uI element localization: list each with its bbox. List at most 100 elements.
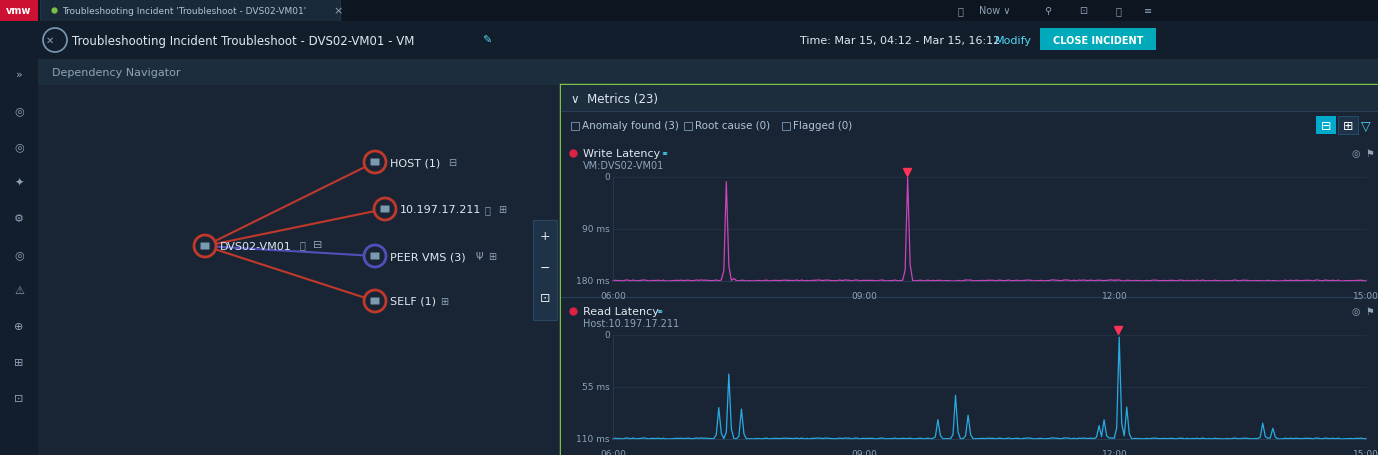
Text: Troubleshooting Incident 'Troubleshoot - DVS02-VM01': Troubleshooting Incident 'Troubleshoot -…	[62, 6, 306, 15]
Text: ⊟: ⊟	[448, 157, 456, 167]
Text: ⚙: ⚙	[14, 213, 23, 223]
Text: PEER VMS (3): PEER VMS (3)	[390, 252, 466, 262]
Text: ⚭: ⚭	[655, 306, 663, 316]
Text: ⊕: ⊕	[14, 321, 23, 331]
Circle shape	[364, 290, 386, 312]
Text: 110 ms: 110 ms	[576, 435, 610, 444]
Text: ⚠: ⚠	[14, 285, 23, 295]
Text: ⊡: ⊡	[14, 393, 23, 403]
Text: ×: ×	[333, 6, 343, 16]
Bar	[0, 22, 1378, 60]
Text: 09:00: 09:00	[852, 291, 876, 300]
Text: ✎: ✎	[482, 36, 492, 46]
Text: ✦: ✦	[14, 177, 23, 187]
Text: Flagged (0): Flagged (0)	[792, 121, 852, 131]
Text: Root cause (0): Root cause (0)	[695, 121, 770, 131]
Text: Anomaly found (3): Anomaly found (3)	[582, 121, 679, 131]
Text: DVS02-VM01: DVS02-VM01	[220, 242, 292, 252]
Text: ⊞: ⊞	[497, 205, 506, 214]
Text: ◎: ◎	[1352, 306, 1360, 316]
Text: CLOSE INCIDENT: CLOSE INCIDENT	[1053, 36, 1144, 46]
Bar	[39, 86, 561, 455]
Text: 90 ms: 90 ms	[583, 225, 610, 234]
Text: 0: 0	[604, 331, 610, 340]
Text: SELF (1): SELF (1)	[390, 296, 435, 306]
Text: ⊞: ⊞	[440, 296, 448, 306]
Bar	[570, 123, 579, 131]
Text: ⓘ: ⓘ	[485, 205, 491, 214]
FancyBboxPatch shape	[371, 298, 379, 305]
Text: −: −	[540, 261, 550, 274]
Bar	[0, 0, 1378, 22]
Bar	[561, 112, 1378, 140]
Text: Ψ: Ψ	[475, 252, 482, 262]
Text: ◎: ◎	[14, 249, 23, 259]
Text: 55 ms: 55 ms	[583, 383, 610, 392]
Text: 0: 0	[604, 173, 610, 182]
Text: 06:00: 06:00	[599, 291, 626, 300]
Text: 06:00: 06:00	[599, 449, 626, 455]
Bar	[561, 86, 1378, 455]
FancyBboxPatch shape	[371, 159, 379, 166]
Text: ⊟: ⊟	[1320, 119, 1331, 132]
Text: 🔔: 🔔	[1115, 6, 1120, 16]
Bar	[561, 140, 1378, 298]
Circle shape	[364, 245, 386, 268]
Text: ⚲: ⚲	[1045, 6, 1051, 16]
Text: ⓘ: ⓘ	[300, 239, 306, 249]
Bar	[1338, 117, 1357, 135]
FancyBboxPatch shape	[201, 243, 209, 250]
Text: ⊞: ⊞	[1342, 119, 1353, 132]
Text: ⚑: ⚑	[1366, 306, 1374, 316]
Bar	[561, 298, 1378, 455]
Text: 12:00: 12:00	[1102, 449, 1127, 455]
Text: ✕: ✕	[45, 36, 54, 46]
Text: Dependency Navigator: Dependency Navigator	[52, 68, 181, 78]
Text: ⊟: ⊟	[313, 239, 322, 249]
Bar	[1040, 29, 1156, 51]
Text: 180 ms: 180 ms	[576, 277, 610, 286]
Bar	[781, 123, 790, 131]
Text: Now ∨: Now ∨	[980, 6, 1010, 16]
Bar	[0, 0, 39, 22]
Bar	[39, 60, 1378, 86]
Text: ▽: ▽	[1361, 119, 1371, 132]
Text: ⏱: ⏱	[958, 6, 963, 16]
Text: ◎: ◎	[1352, 149, 1360, 159]
Text: ⊞: ⊞	[14, 357, 23, 367]
Text: Time: Mar 15, 04:12 - Mar 15, 16:12: Time: Mar 15, 04:12 - Mar 15, 16:12	[801, 36, 1000, 46]
Bar	[533, 221, 557, 320]
Bar	[683, 123, 692, 131]
Bar	[40, 0, 340, 22]
Text: ⊞: ⊞	[488, 252, 496, 262]
Bar	[1316, 117, 1337, 135]
Circle shape	[194, 236, 216, 258]
Text: +: +	[540, 229, 550, 242]
Text: »: »	[15, 70, 22, 80]
Text: Host:10.197.17.211: Host:10.197.17.211	[583, 318, 679, 328]
Text: 12:00: 12:00	[1102, 291, 1127, 300]
Text: ◎: ◎	[14, 142, 23, 152]
Text: ◎: ◎	[14, 106, 23, 116]
Bar	[0, 60, 39, 455]
Text: ⚑: ⚑	[1366, 149, 1374, 159]
Text: 09:00: 09:00	[852, 449, 876, 455]
Text: HOST (1): HOST (1)	[390, 157, 440, 167]
Text: ⊡: ⊡	[540, 292, 550, 305]
Text: Write Latency: Write Latency	[583, 149, 660, 159]
Text: 10.197.17.211: 10.197.17.211	[400, 205, 481, 214]
Text: ∨  Metrics (23): ∨ Metrics (23)	[570, 92, 659, 105]
Text: VM:DVS02-VM01: VM:DVS02-VM01	[583, 161, 664, 171]
Text: 15:00: 15:00	[1353, 291, 1378, 300]
Bar	[561, 86, 1378, 112]
Text: 15:00: 15:00	[1353, 449, 1378, 455]
Text: ⚭: ⚭	[660, 149, 668, 159]
FancyBboxPatch shape	[380, 206, 390, 213]
Circle shape	[364, 152, 386, 174]
Text: Modify: Modify	[995, 36, 1032, 46]
Text: Read Latency: Read Latency	[583, 306, 659, 316]
FancyBboxPatch shape	[371, 253, 379, 260]
Text: ⊡: ⊡	[1079, 6, 1087, 16]
Text: Troubleshooting Incident Troubleshoot - DVS02-VM01 - VM: Troubleshooting Incident Troubleshoot - …	[72, 35, 415, 47]
Circle shape	[373, 198, 395, 221]
